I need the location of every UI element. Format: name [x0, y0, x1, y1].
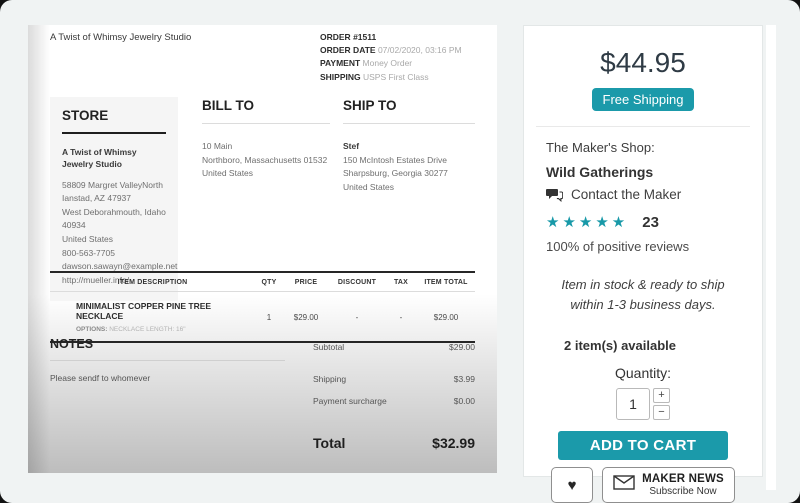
- col-header-discount: DISCOUNT: [337, 279, 377, 286]
- quantity-increase-button[interactable]: +: [653, 388, 670, 404]
- quantity-decrease-button[interactable]: −: [653, 405, 670, 421]
- star-rating-icons: ★★★★★: [546, 214, 629, 231]
- chat-bubble-icon: [546, 188, 563, 202]
- free-shipping-badge: Free Shipping: [591, 88, 695, 111]
- store-address-line: United States: [62, 234, 114, 244]
- product-purchase-panel: $44.95 Free Shipping The Maker's Shop: W…: [523, 25, 763, 503]
- rating-row[interactable]: ★★★★★ 23: [546, 213, 762, 232]
- item-name: MINIMALIST COPPER PINE TREE NECKLACE: [76, 301, 212, 321]
- subscribe-now-label: Subscribe Now: [649, 486, 717, 498]
- quantity-stepper: + −: [524, 388, 762, 421]
- store-email: dawson.sawayn@example.net: [62, 261, 178, 272]
- notes-rule: [50, 360, 285, 361]
- stepper-buttons: + −: [653, 388, 670, 421]
- heart-icon: ♥: [567, 476, 577, 494]
- ship-to-heading: SHIP TO: [343, 98, 397, 113]
- maker-shop-label: The Maker's Shop:: [546, 140, 655, 155]
- totals-rule: [313, 422, 475, 423]
- ship-to-line: United States: [343, 181, 395, 192]
- page-edge-strip: [766, 25, 776, 490]
- payment-row: PAYMENT Money Order: [320, 58, 413, 69]
- maker-news-text: MAKER NEWS Subscribe Now: [642, 473, 724, 497]
- store-address-block: STORE A Twist of Whimsy Jewelry Studio 5…: [50, 97, 178, 302]
- item-tax: -: [399, 312, 403, 322]
- item-options: OPTIONS: NECKLACE LENGTH: 16": [76, 326, 186, 333]
- ship-to-block: SHIP TO Stef 150 McIntosh Estates Drive …: [343, 97, 475, 301]
- surcharge-row: Payment surcharge $0.00: [313, 396, 475, 406]
- shipping-method-row: SHIPPING USPS First Class: [320, 71, 429, 82]
- invoice-order-meta: ORDER #1511 ORDER DATE 07/02/2020, 03:16…: [320, 31, 462, 84]
- panel-divider: [536, 126, 750, 127]
- free-shipping-wrap: Free Shipping: [524, 88, 762, 111]
- bill-to-block: BILL TO 10 Main Northboro, Massachusetts…: [202, 97, 330, 301]
- maker-section: The Maker's Shop: Wild Gatherings Contac…: [524, 140, 762, 254]
- stock-status-text: Item in stock & ready to ship within 1-3…: [561, 277, 725, 313]
- quantity-input[interactable]: [616, 388, 650, 421]
- ship-to-rule: [343, 123, 475, 124]
- contact-maker-link[interactable]: Contact the Maker: [546, 187, 762, 202]
- bill-to-line: Northboro, Massachusetts 01532: [202, 154, 328, 165]
- col-header-description: ITEM DESCRIPTION: [117, 279, 188, 286]
- store-address-line: 58809 Margret ValleyNorth Ianstad, AZ 47…: [62, 179, 163, 204]
- order-number-row: ORDER #1511: [320, 32, 377, 42]
- secondary-buttons-row: ♥ MAKER NEWS Subscribe Now: [524, 467, 762, 503]
- col-header-item-total: ITEM TOTAL: [424, 279, 468, 286]
- ship-to-line: Sharpsburg, Georgia 30277: [343, 168, 448, 179]
- ship-to-name: Stef: [343, 141, 360, 151]
- quantity-label: Quantity:: [614, 365, 672, 382]
- ship-to-line: 150 McIntosh Estates Drive: [343, 154, 447, 165]
- notes-heading: NOTES: [50, 337, 94, 351]
- shipping-row: Shipping $3.99: [313, 374, 475, 384]
- maker-news-button[interactable]: MAKER NEWS Subscribe Now: [602, 467, 735, 503]
- product-price: $44.95: [600, 47, 686, 78]
- invoice-bottom: NOTES Please sendf to whomever Subtotal …: [50, 333, 475, 451]
- item-total: $29.00: [433, 312, 459, 322]
- order-date-row: ORDER DATE 07/02/2020, 03:16 PM: [320, 45, 462, 56]
- notes-block: NOTES Please sendf to whomever: [50, 333, 285, 451]
- table-row: MINIMALIST COPPER PINE TREE NECKLACE OPT…: [50, 292, 475, 343]
- store-heading: STORE: [62, 108, 109, 123]
- store-phone: 800-563-7705: [62, 247, 115, 258]
- grand-total-row: Total $32.99: [313, 435, 475, 451]
- totals-block: Subtotal $29.00 Shipping $3.99 Payment s…: [313, 333, 475, 451]
- store-name: A Twist of Whimsy Jewelry Studio: [62, 147, 137, 170]
- store-address-line: West Deborahmouth, Idaho 40934: [62, 206, 166, 231]
- bill-to-heading: BILL TO: [202, 98, 255, 113]
- add-to-cart-button[interactable]: ADD TO CART: [558, 431, 728, 461]
- store-heading-rule: [62, 132, 166, 134]
- item-price: $29.00: [293, 312, 319, 322]
- item-qty: 1: [266, 312, 272, 322]
- store-website: http://mueller.info/: [62, 274, 130, 285]
- bill-to-line: United States: [202, 168, 254, 179]
- address-columns: STORE A Twist of Whimsy Jewelry Studio 5…: [50, 97, 475, 302]
- maker-news-label: MAKER NEWS: [642, 473, 724, 486]
- col-header-price: PRICE: [294, 279, 318, 286]
- envelope-icon: [613, 475, 635, 495]
- contact-maker-label: Contact the Maker: [571, 187, 682, 202]
- bill-to-line: 10 Main: [202, 141, 233, 151]
- invoice-preview: A Twist of Whimsy Jewelry Studio ORDER #…: [28, 25, 497, 473]
- invoice-store-title: A Twist of Whimsy Jewelry Studio: [50, 32, 192, 43]
- positive-reviews-text: 100% of positive reviews: [546, 239, 690, 254]
- availability-text: 2 item(s) available: [564, 338, 676, 354]
- notes-text: Please sendf to whomever: [50, 373, 151, 383]
- col-header-tax: TAX: [393, 279, 409, 286]
- bill-to-rule: [202, 123, 330, 124]
- item-description-cell: MINIMALIST COPPER PINE TREE NECKLACE OPT…: [50, 301, 255, 333]
- maker-name[interactable]: Wild Gatherings: [546, 164, 654, 180]
- items-table: ITEM DESCRIPTION QTY PRICE DISCOUNT TAX …: [50, 271, 475, 343]
- favorite-button[interactable]: ♥: [551, 467, 594, 503]
- col-header-qty: QTY: [261, 279, 277, 286]
- items-table-header: ITEM DESCRIPTION QTY PRICE DISCOUNT TAX …: [50, 271, 475, 292]
- subtotal-row: Subtotal $29.00: [313, 342, 475, 352]
- review-count: 23: [642, 213, 659, 231]
- item-discount: -: [355, 312, 359, 322]
